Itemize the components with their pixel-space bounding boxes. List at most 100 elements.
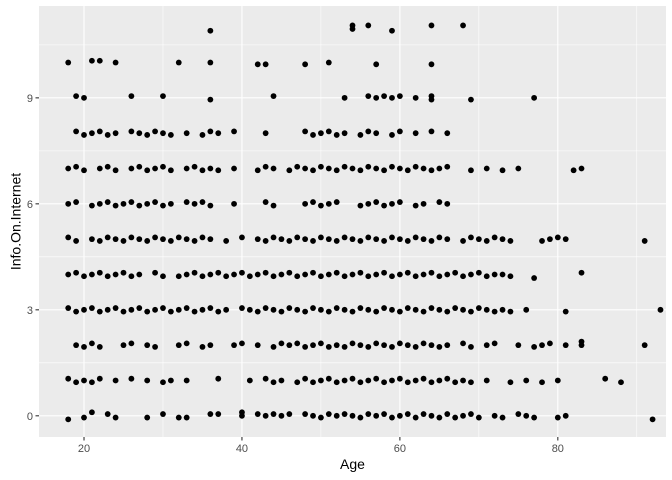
data-point (562, 342, 569, 349)
data-point (412, 234, 419, 241)
data-point (112, 305, 119, 311)
data-point (270, 411, 277, 417)
x-axis-ticks: 20 40 60 80 (78, 437, 564, 455)
data-point (341, 163, 348, 170)
data-point (318, 414, 324, 421)
data-point (333, 199, 340, 205)
data-point (468, 96, 474, 103)
data-point (112, 167, 119, 174)
data-point (460, 306, 466, 313)
data-point (89, 271, 95, 278)
data-point (562, 308, 569, 315)
data-point (302, 61, 309, 68)
data-point (73, 269, 80, 276)
data-point (468, 379, 474, 386)
data-point (65, 416, 72, 423)
data-point (128, 340, 135, 347)
data-point (641, 342, 648, 349)
data-point (223, 306, 230, 313)
data-point (428, 167, 435, 174)
data-point (310, 305, 316, 311)
data-point (128, 273, 135, 280)
data-point (112, 414, 119, 421)
data-point (333, 412, 340, 419)
data-point (381, 411, 387, 417)
data-point (144, 167, 151, 174)
data-point (310, 167, 316, 174)
data-point (491, 412, 498, 419)
data-point (531, 414, 538, 421)
data-point (444, 411, 451, 417)
data-point (420, 308, 427, 315)
data-point (104, 306, 111, 313)
data-point (452, 269, 459, 276)
data-point (183, 199, 190, 205)
data-point (325, 271, 332, 278)
data-point (239, 409, 245, 416)
data-point (160, 273, 166, 280)
data-point (199, 273, 206, 280)
data-point (199, 306, 206, 313)
data-point (325, 344, 332, 350)
data-point (302, 411, 309, 417)
data-point (89, 57, 95, 64)
data-point (89, 409, 95, 416)
y-axis-title: Info.On.Internet (8, 173, 24, 270)
data-point (167, 377, 174, 384)
data-point (73, 379, 80, 386)
data-point (65, 234, 72, 241)
data-point (333, 238, 340, 244)
data-point (175, 234, 182, 241)
data-point (81, 414, 87, 421)
data-point (381, 238, 387, 244)
data-point (333, 305, 340, 311)
data-point (160, 130, 166, 137)
data-point (65, 165, 72, 172)
data-point (160, 411, 166, 417)
data-point (136, 305, 143, 311)
data-point (73, 342, 80, 349)
data-point (468, 411, 474, 417)
data-point (531, 94, 538, 101)
data-point (349, 375, 356, 382)
data-point (515, 165, 522, 172)
data-point (89, 202, 95, 209)
data-point (460, 22, 466, 29)
data-point (436, 306, 443, 313)
data-point (444, 308, 451, 315)
data-point (404, 342, 411, 349)
data-point (152, 306, 158, 313)
data-point (381, 305, 387, 311)
data-point (325, 375, 332, 382)
data-point (318, 130, 324, 137)
data-point (144, 238, 151, 244)
data-point (302, 128, 309, 135)
data-point (436, 199, 443, 205)
data-point (357, 238, 364, 244)
data-point (483, 238, 490, 244)
data-point (428, 379, 435, 386)
data-point (389, 377, 395, 384)
data-point (81, 377, 87, 384)
data-point (215, 375, 222, 382)
data-point (167, 132, 174, 138)
data-point (207, 411, 214, 417)
data-point (89, 379, 95, 386)
data-point (270, 306, 277, 313)
data-point (104, 199, 111, 205)
data-point (310, 342, 316, 349)
data-point (65, 375, 72, 382)
data-point (207, 128, 214, 135)
data-point (554, 234, 561, 241)
data-point (373, 61, 380, 68)
data-point (160, 236, 166, 243)
data-point (136, 130, 143, 137)
data-point (112, 130, 119, 137)
data-point (428, 128, 435, 135)
data-point (404, 269, 411, 276)
data-point (144, 308, 151, 315)
data-point (254, 61, 261, 68)
data-point (373, 130, 380, 137)
data-point (491, 234, 498, 241)
